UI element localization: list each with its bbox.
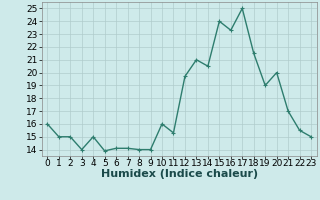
X-axis label: Humidex (Indice chaleur): Humidex (Indice chaleur) (100, 169, 258, 179)
